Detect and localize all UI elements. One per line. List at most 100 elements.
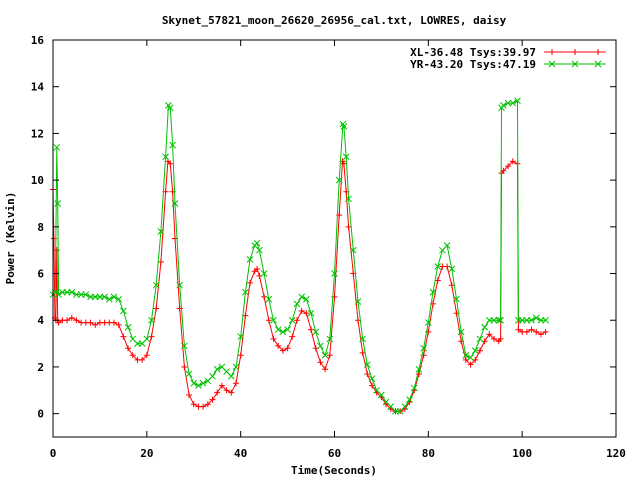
- data-point: [331, 270, 338, 277]
- data-point: [270, 316, 277, 324]
- data-point: [288, 316, 296, 324]
- data-point: [232, 380, 239, 387]
- data-point: [335, 176, 343, 184]
- data-point: [326, 352, 333, 359]
- data-point: [68, 314, 75, 321]
- data-point: [279, 347, 286, 354]
- data-point: [246, 256, 254, 263]
- data-point: [415, 370, 422, 377]
- data-point: [120, 333, 127, 340]
- data-point: [171, 200, 179, 207]
- data-point: [542, 316, 549, 324]
- data-point: [322, 366, 329, 373]
- data-point: [424, 319, 432, 326]
- data-point: [200, 403, 207, 410]
- data-point: [73, 317, 80, 324]
- data-point: [153, 305, 160, 312]
- data-point: [342, 153, 350, 161]
- data-point: [152, 281, 160, 289]
- data-point: [129, 352, 136, 359]
- data-point: [471, 347, 479, 354]
- data-point: [326, 335, 334, 343]
- y-tick-label: 6: [37, 268, 44, 281]
- series-layer: [49, 97, 549, 415]
- data-point: [162, 153, 169, 161]
- data-point: [369, 382, 376, 389]
- data-point: [293, 300, 301, 308]
- chart-title: Skynet_57821_moon_26620_26956_cal.txt, L…: [162, 14, 507, 27]
- data-point: [209, 372, 216, 380]
- data-point: [312, 328, 320, 336]
- data-point: [481, 323, 488, 331]
- data-point: [509, 158, 516, 165]
- data-point: [401, 403, 409, 410]
- data-point: [260, 270, 268, 277]
- data-point: [176, 281, 184, 289]
- legend-marker: [549, 49, 555, 55]
- data-point: [368, 375, 376, 382]
- data-point: [284, 345, 291, 352]
- data-point: [190, 401, 197, 408]
- y-tick-label: 0: [37, 408, 44, 421]
- data-point: [167, 160, 174, 167]
- y-tick-label: 14: [31, 81, 45, 94]
- y-tick-label: 10: [31, 174, 44, 187]
- data-point: [218, 382, 225, 389]
- data-point: [68, 288, 76, 296]
- data-point: [317, 359, 324, 366]
- data-point: [64, 317, 71, 324]
- data-point: [275, 342, 282, 349]
- x-tick-label: 0: [50, 447, 57, 460]
- data-point: [101, 293, 108, 301]
- data-point: [533, 328, 540, 335]
- data-point: [378, 391, 385, 399]
- data-point: [420, 344, 427, 352]
- data-point: [253, 239, 261, 247]
- data-point: [228, 389, 235, 396]
- data-point: [495, 316, 503, 324]
- y-tick-label: 12: [31, 127, 44, 140]
- data-point: [110, 319, 117, 326]
- data-point: [237, 333, 245, 340]
- data-point: [453, 295, 460, 303]
- data-point: [227, 372, 235, 380]
- data-point: [53, 144, 61, 151]
- data-point: [505, 163, 512, 170]
- x-tick-label: 100: [512, 447, 532, 460]
- data-point: [363, 361, 371, 368]
- data-point: [181, 363, 188, 370]
- data-point: [340, 123, 348, 130]
- data-point: [181, 342, 188, 350]
- data-point: [542, 328, 549, 335]
- data-point: [345, 223, 352, 230]
- data-point: [364, 370, 371, 377]
- y-tick-label: 16: [31, 34, 45, 47]
- data-point: [115, 295, 123, 303]
- data-point: [317, 342, 324, 350]
- data-point: [124, 323, 132, 331]
- y-tick-label: 2: [37, 361, 44, 374]
- data-point: [274, 326, 282, 333]
- data-point: [410, 384, 418, 392]
- data-point: [232, 363, 240, 371]
- data-point: [339, 120, 347, 128]
- data-point: [190, 379, 198, 387]
- legend-label-xl: XL-36.48 Tsys:39.97: [410, 46, 536, 59]
- data-point: [537, 331, 544, 338]
- data-point: [443, 242, 451, 249]
- data-point: [209, 396, 216, 403]
- legend: XL-36.48 Tsys:39.97 YR-43.20 Tsys:47.19: [410, 46, 606, 71]
- data-point: [532, 314, 540, 322]
- data-point: [265, 317, 272, 324]
- x-tick-label: 60: [328, 447, 341, 460]
- data-point: [434, 263, 442, 270]
- legend-label-yr: YR-43.20 Tsys:47.19: [410, 58, 536, 71]
- data-point: [359, 335, 367, 343]
- data-point: [406, 396, 413, 403]
- data-point: [256, 246, 263, 254]
- data-point: [462, 351, 470, 359]
- data-point: [509, 99, 517, 107]
- data-point: [185, 370, 193, 378]
- data-point: [476, 335, 484, 343]
